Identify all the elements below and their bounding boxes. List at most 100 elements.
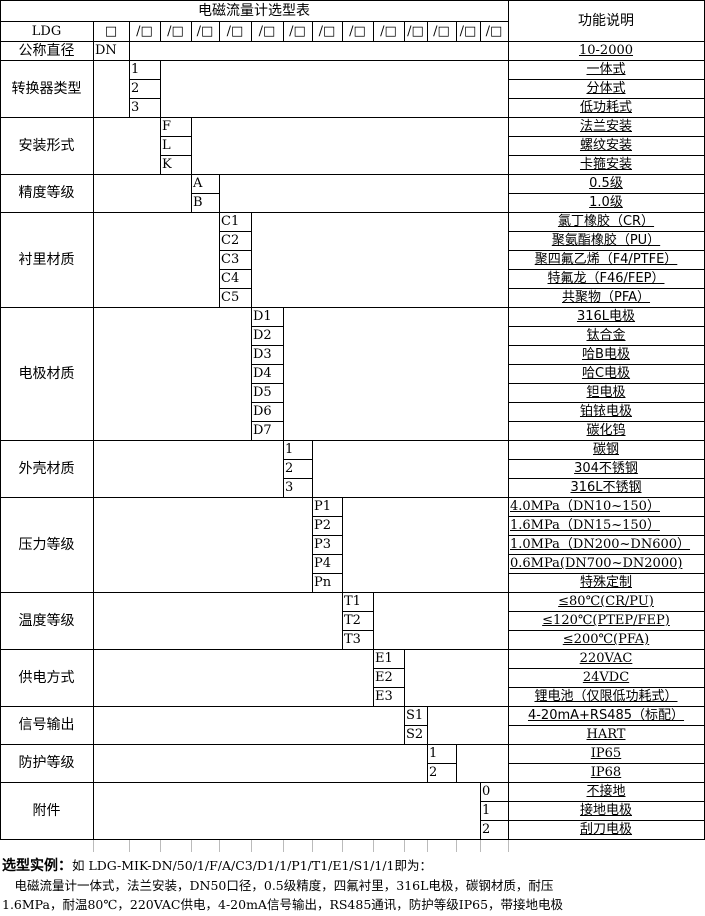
empty-cell — [251, 212, 509, 308]
code-slot-box: /□ — [342, 22, 374, 42]
option-description: 4-20mA+RS485（标配） — [508, 706, 705, 726]
function-header: 功能说明 — [508, 0, 705, 42]
option-code: D1 — [251, 307, 284, 327]
option-code: D5 — [251, 383, 284, 403]
option-description: ≤200℃(PFA) — [508, 630, 705, 650]
empty-cell — [93, 649, 374, 707]
code-slot-box: /□ — [373, 22, 405, 42]
option-code: 0 — [480, 782, 509, 802]
option-description: 哈C电极 — [508, 364, 705, 384]
option-description: IP68 — [508, 763, 705, 783]
empty-cell — [93, 307, 252, 441]
option-description: 碳钢 — [508, 440, 705, 460]
grid-cell — [342, 839, 374, 852]
empty-cell — [404, 649, 509, 707]
code-slot-box: /□ — [312, 22, 343, 42]
option-description: 共聚物（PFA） — [508, 288, 705, 308]
empty-cell — [312, 440, 509, 498]
grid-cell — [480, 839, 509, 852]
option-code: P3 — [312, 535, 343, 555]
model-prefix: LDG — [0, 22, 94, 42]
option-code: Pn — [312, 573, 343, 593]
empty-cell — [93, 440, 284, 498]
empty-cell — [342, 497, 509, 593]
option-code: 2 — [129, 79, 161, 99]
option-description: 1.0级 — [508, 193, 705, 213]
option-code: 1 — [283, 440, 313, 460]
empty-cell — [456, 744, 509, 783]
option-code: 2 — [283, 459, 313, 479]
option-code: E1 — [373, 649, 405, 669]
option-code: T3 — [342, 630, 374, 650]
option-description: 特氟龙（F46/FEP） — [508, 269, 705, 289]
option-code: P2 — [312, 516, 343, 536]
code-slot-box: /□ — [129, 22, 161, 42]
empty-cell — [160, 60, 509, 118]
grid-cell — [373, 839, 405, 852]
option-description: 锂电池（仅限低功耗式） — [508, 687, 705, 707]
option-code: D7 — [251, 421, 284, 441]
empty-cell — [129, 41, 509, 61]
option-code: C2 — [219, 231, 252, 251]
empty-cell — [93, 60, 130, 118]
option-code: P4 — [312, 554, 343, 574]
option-description: 螺纹安装 — [508, 136, 705, 156]
option-description: 1.6MPa（DN15~150） — [508, 516, 705, 536]
option-description: 钛合金 — [508, 326, 705, 346]
option-description: 刮刀电极 — [508, 820, 705, 840]
option-code: B — [191, 193, 220, 213]
group-label: 衬里材质 — [0, 212, 94, 308]
empty-cell — [93, 744, 428, 783]
option-code: P1 — [312, 497, 343, 517]
option-description: 4.0MPa（DN10~150） — [508, 497, 705, 517]
option-description: 24VDC — [508, 668, 705, 688]
example-line1: 如 LDG-MIK-DN/50/1/F/A/C3/D1/1/P1/T1/E1/S… — [72, 858, 432, 873]
option-code: 3 — [129, 98, 161, 118]
option-description: 钽电极 — [508, 383, 705, 403]
example-line3: 1.6MPa，耐温80℃，220VAC供电，4-20mA信号输出，RS485通讯… — [2, 897, 564, 912]
grid-cell — [283, 839, 313, 852]
code-slot-box: /□ — [283, 22, 313, 42]
empty-cell — [427, 706, 509, 745]
grid-cell — [404, 839, 428, 852]
option-description: 氯丁橡胶（CR） — [508, 212, 705, 232]
empty-cell — [93, 174, 192, 213]
option-description: ≤80℃(CR/PU) — [508, 592, 705, 612]
option-code: K — [160, 155, 192, 175]
grid-cell — [93, 839, 130, 852]
option-code: D6 — [251, 402, 284, 422]
group-label: 转换器类型 — [0, 60, 94, 118]
grid-cell — [312, 839, 343, 852]
option-code: 1 — [427, 744, 457, 764]
grid-cell — [129, 839, 161, 852]
nominal-diameter-code: DN — [93, 41, 130, 61]
empty-cell — [93, 212, 220, 308]
option-description: 特殊定制 — [508, 573, 705, 593]
grid-cell — [427, 839, 457, 852]
grid-cell — [219, 839, 252, 852]
option-code: C5 — [219, 288, 252, 308]
option-description: 分体式 — [508, 79, 705, 99]
option-description: 聚四氟乙烯（F4/PTFE） — [508, 250, 705, 270]
nominal-diameter-desc: 10-2000 — [508, 41, 705, 61]
option-description: 304不锈钢 — [508, 459, 705, 479]
option-description: 哈B电极 — [508, 345, 705, 365]
option-description: ≤120℃(PTEP/FEP) — [508, 611, 705, 631]
group-label: 压力等级 — [0, 497, 94, 593]
example-line2: 电磁流量计一体式，法兰安装，DN50口径，0.5级精度，四氟衬里，316L电极，… — [2, 878, 554, 893]
option-code: D2 — [251, 326, 284, 346]
empty-cell — [93, 706, 405, 745]
nominal-diameter-label: 公称直径 — [0, 41, 94, 61]
option-description: 1.0MPa（DN200~DN600） — [508, 535, 705, 555]
option-description: 法兰安装 — [508, 117, 705, 137]
code-slot-box: /□ — [251, 22, 284, 42]
grid-cell — [160, 839, 192, 852]
group-label: 信号输出 — [0, 706, 94, 745]
option-code: 1 — [129, 60, 161, 80]
empty-cell — [219, 174, 509, 213]
group-label: 附件 — [0, 782, 94, 840]
grid-cell — [0, 839, 94, 852]
option-description: HART — [508, 725, 705, 745]
option-code: D4 — [251, 364, 284, 384]
